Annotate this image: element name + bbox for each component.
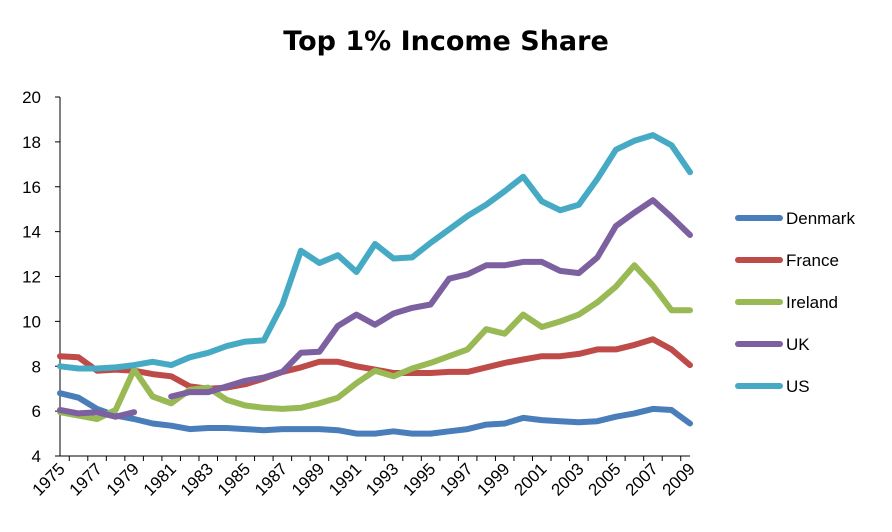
- series-line-us: [57, 132, 693, 372]
- x-tick-label: 1993: [362, 459, 402, 499]
- series-line-denmark: [57, 390, 693, 437]
- x-tick-label: 1981: [140, 459, 180, 499]
- legend: Denmark France Ireland UK US: [735, 209, 855, 396]
- series-line-ireland: [57, 262, 693, 422]
- x-tick-label: 2001: [510, 459, 550, 499]
- legend-label-france: France: [786, 251, 839, 270]
- axes: [59, 97, 690, 457]
- chart-title: Top 1% Income Share: [283, 26, 609, 57]
- x-tick-label: 2005: [585, 459, 625, 499]
- series-line-uk: [57, 197, 693, 420]
- y-tick-label: 12: [22, 268, 41, 287]
- x-tick-label: 1995: [399, 459, 439, 499]
- y-tick-label: 18: [22, 133, 41, 152]
- legend-label-denmark: Denmark: [786, 209, 855, 228]
- y-tick-label: 14: [22, 223, 41, 242]
- y-tick-label: 16: [22, 178, 41, 197]
- x-tick-label: 2007: [622, 459, 662, 499]
- x-tick-label: 1977: [66, 459, 106, 499]
- y-tick-label: 8: [32, 357, 41, 376]
- x-tick-label: 2009: [659, 459, 699, 499]
- y-tick-label: 4: [32, 447, 41, 466]
- x-tick-label: 1987: [251, 459, 291, 499]
- legend-label-uk: UK: [786, 335, 810, 354]
- x-tick-label: 1983: [177, 459, 217, 499]
- x-tick-label: 1985: [214, 459, 254, 499]
- x-tick-label: 1991: [325, 459, 365, 499]
- x-tick-label: 1999: [473, 459, 513, 499]
- x-tick-label: 1979: [103, 459, 143, 499]
- y-tick-label: 10: [22, 312, 41, 331]
- legend-label-ireland: Ireland: [786, 293, 838, 312]
- x-axis-ticks: 1975197719791981198319851987198919911993…: [29, 456, 699, 500]
- x-tick-label: 1989: [288, 459, 328, 499]
- y-axis-ticks: 4 6 8 10 12 14 16 18 20: [22, 88, 60, 466]
- legend-label-us: US: [786, 377, 810, 396]
- x-tick-label: 2003: [547, 459, 587, 499]
- x-tick-label: 1997: [436, 459, 476, 499]
- series-lines: [57, 132, 693, 437]
- y-tick-label: 20: [22, 88, 41, 107]
- y-tick-label: 6: [32, 402, 41, 421]
